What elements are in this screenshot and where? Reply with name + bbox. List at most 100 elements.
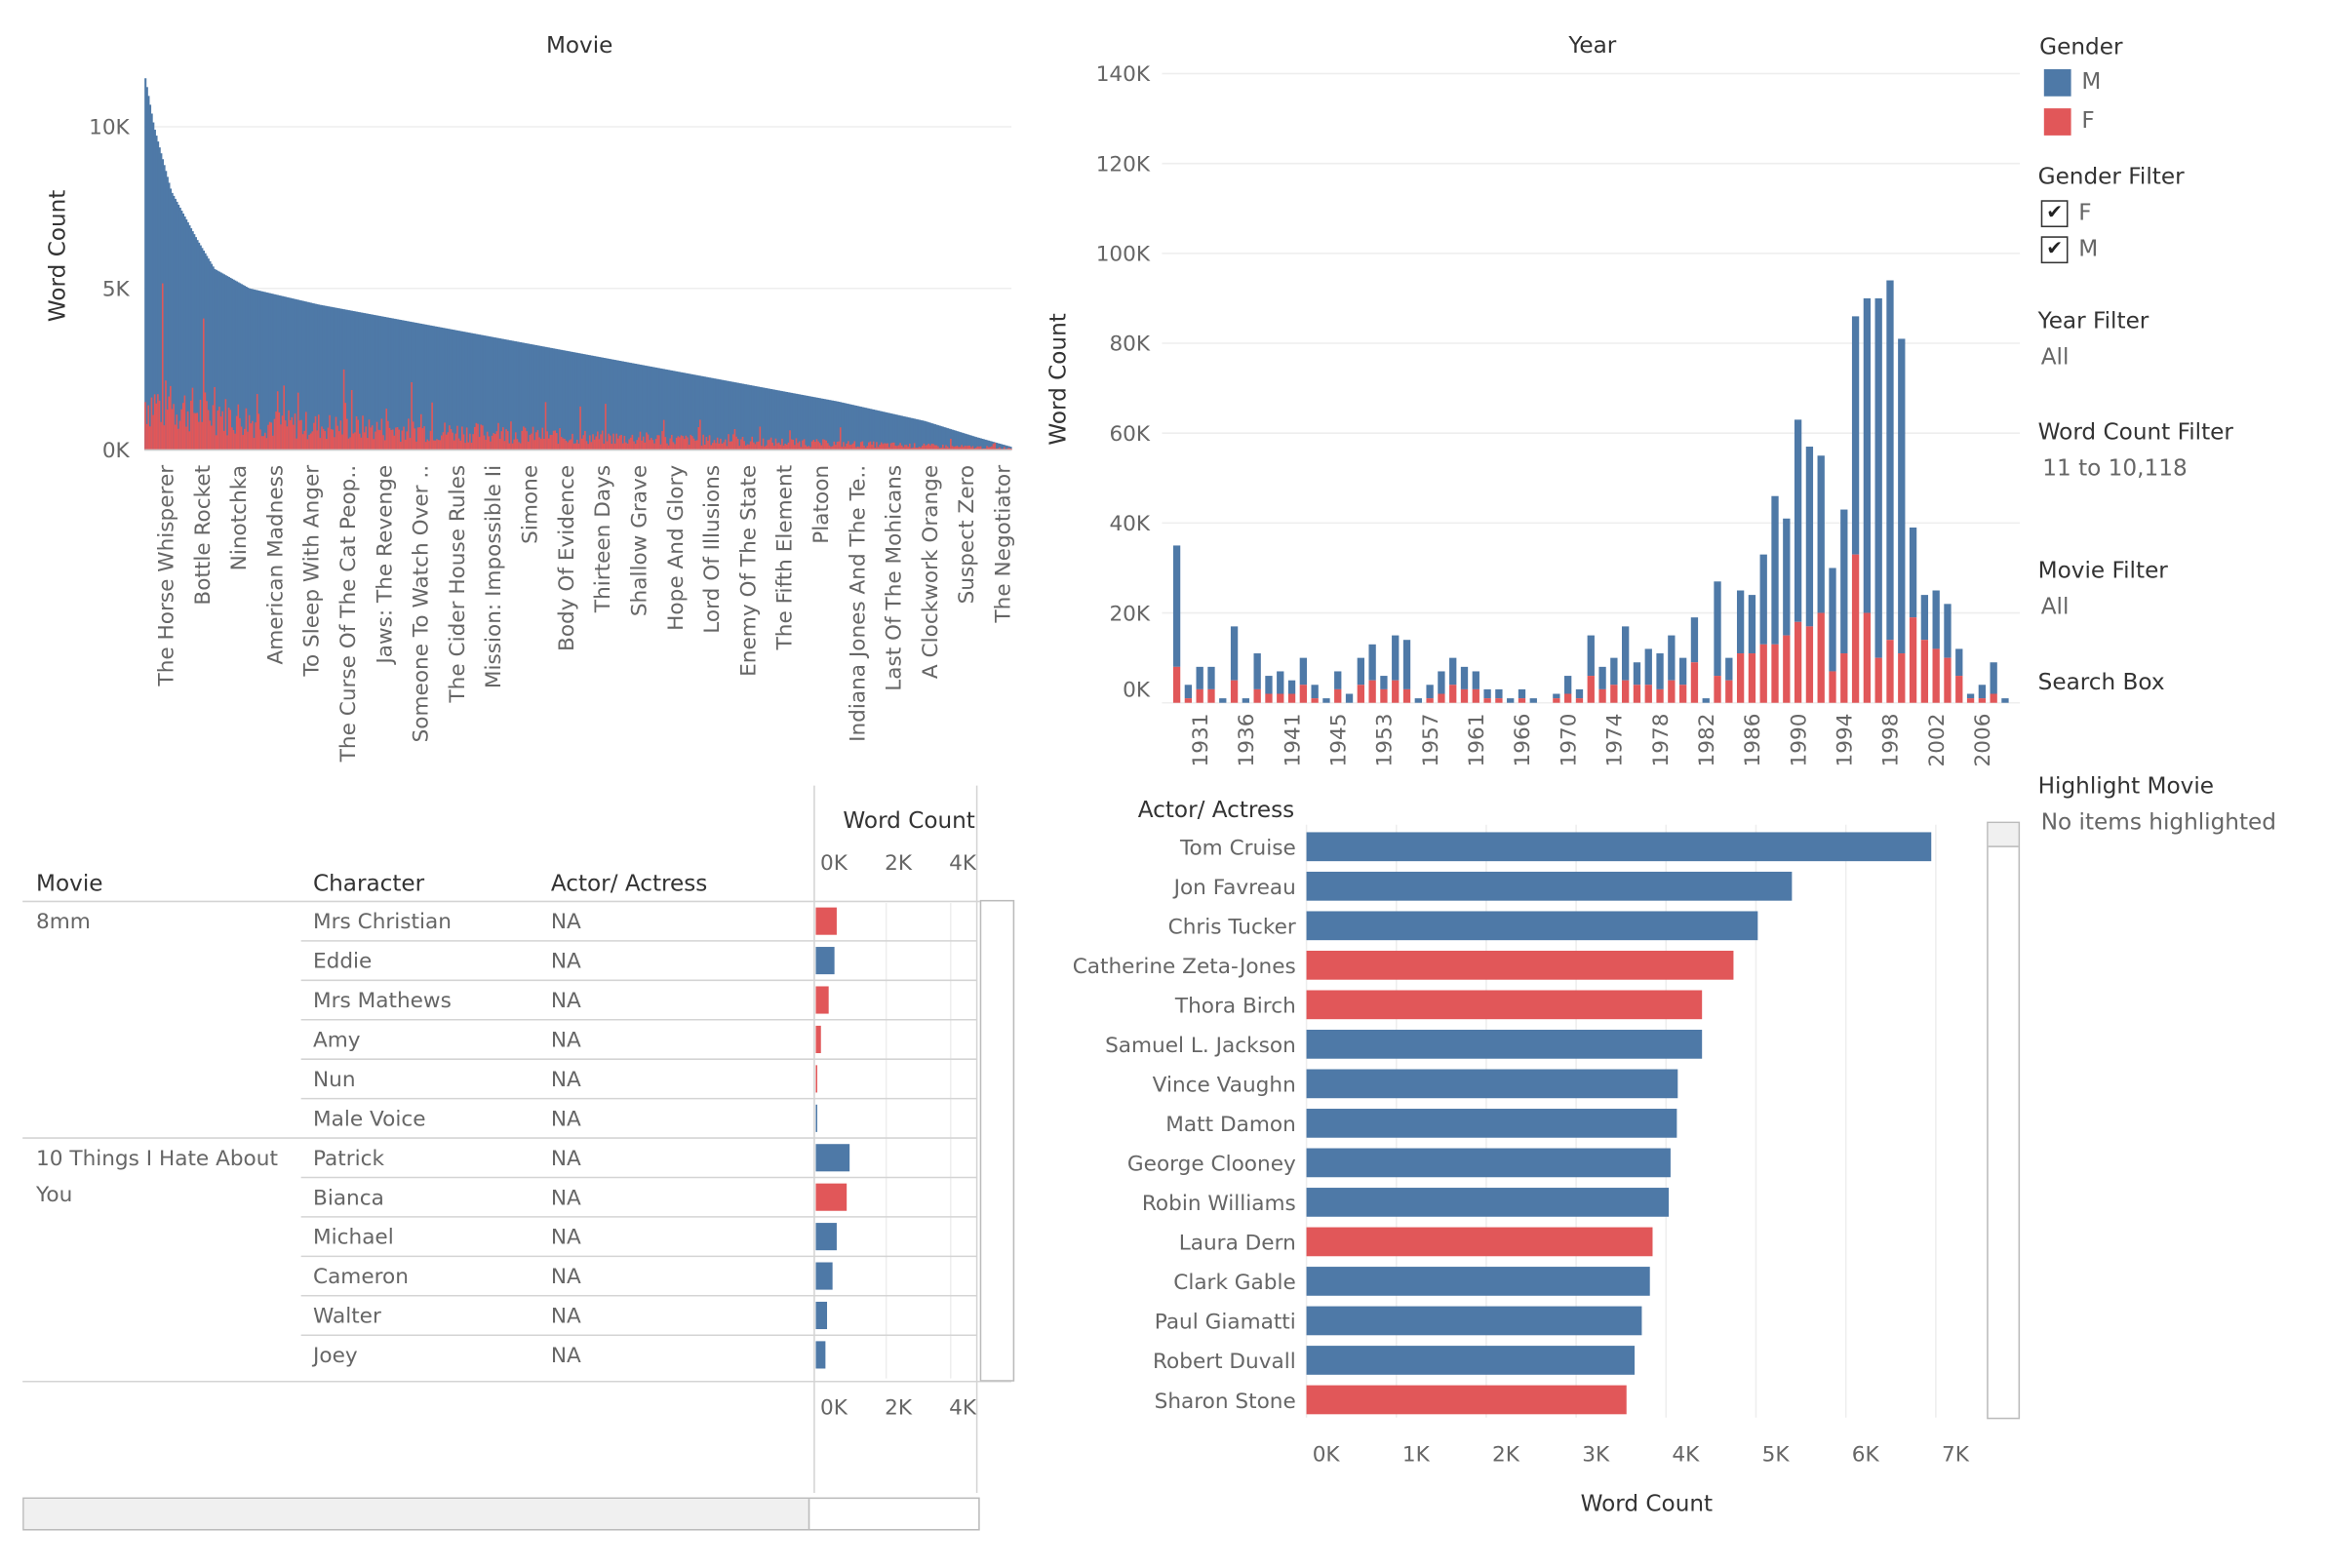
movie-bar-male[interactable] [966,434,969,451]
movie-bar-female[interactable] [286,426,289,451]
movie-bar-female[interactable] [383,440,386,451]
movie-bar-male[interactable] [705,376,708,451]
actor-bar[interactable] [1306,1069,1678,1099]
table-actor-cell[interactable]: NA [551,910,581,934]
movie-bar-male[interactable] [896,414,899,451]
movie-bar-female[interactable] [809,447,812,451]
movie-bar-male[interactable] [716,378,719,451]
movie-bar-female[interactable] [500,431,503,451]
year-bar-male[interactable] [1920,595,1929,641]
table-horizontal-scroll-thumb[interactable] [23,1499,810,1529]
movie-bar-male[interactable] [833,401,836,451]
movie-bar-male[interactable] [809,396,812,451]
movie-bar-male[interactable] [794,393,797,451]
movie-bar-female[interactable] [884,443,887,451]
movie-bar-male[interactable] [733,382,736,451]
year-bar-female[interactable] [1851,554,1860,703]
movie-bar-female[interactable] [483,435,486,451]
movie-bar-female[interactable] [488,436,491,451]
table-actor-cell[interactable]: NA [551,1344,581,1368]
movie-bar-male[interactable] [362,312,365,451]
movie-bar-female[interactable] [958,447,961,451]
movie-bar-female[interactable] [584,430,587,451]
table-actor-cell[interactable]: NA [551,1147,581,1171]
year-bar-female[interactable] [1863,612,1872,703]
movie-bar-male[interactable] [907,416,910,451]
movie-bar-male[interactable] [475,333,478,451]
movie-bar-female[interactable] [514,432,518,451]
year-bar-female[interactable] [1368,680,1376,703]
movie-bar-female[interactable] [585,441,588,451]
movie-bar-female[interactable] [838,441,841,451]
year-bar-female[interactable] [1299,685,1308,703]
movie-bar-male[interactable] [252,289,255,451]
movie-bar-male[interactable] [892,413,895,451]
movie-bar-female[interactable] [964,446,966,451]
movie-bar-female[interactable] [611,444,613,451]
movie-bar-female[interactable] [736,439,739,451]
movie-bar-female[interactable] [897,445,900,451]
movie-bar-male[interactable] [199,245,202,451]
movie-bar-male[interactable] [531,344,533,451]
movie-bar-male[interactable] [603,357,606,451]
movie-bar-male[interactable] [572,352,575,451]
movie-bar-female[interactable] [705,437,708,451]
year-bar-male[interactable] [1748,595,1756,654]
movie-bar-male[interactable] [149,104,152,451]
movie-bar-male[interactable] [970,435,973,451]
movie-bar-male[interactable] [872,409,875,451]
movie-bar-male[interactable] [257,291,260,451]
movie-bar-male[interactable] [355,311,358,451]
movie-bar-female[interactable] [656,435,659,451]
movie-bar-male[interactable] [457,331,460,451]
movie-bar-female[interactable] [404,439,407,451]
movie-bar-male[interactable] [905,416,908,451]
movie-bar-male[interactable] [899,415,902,451]
movie-bar-male[interactable] [836,401,839,451]
movie-bar-female[interactable] [833,441,836,451]
year-bar-male[interactable] [1483,688,1491,699]
movie-bar-male[interactable] [621,361,624,451]
movie-bar-male[interactable] [309,302,312,451]
actor-bar[interactable] [1306,1227,1653,1257]
year-bar-female[interactable] [1357,685,1364,703]
table-character-cell[interactable]: Patrick [313,1147,385,1171]
movie-bar-female[interactable] [533,440,536,451]
movie-bar-male[interactable] [349,310,352,451]
actor-vertical-scrollbar[interactable] [1987,821,2021,1420]
year-bar-male[interactable] [1598,666,1606,689]
movie-bar-male[interactable] [570,351,572,451]
movie-bar-male[interactable] [726,380,729,451]
table-word-count-bar[interactable] [815,907,837,935]
movie-bar-male[interactable] [744,384,748,451]
movie-bar-female[interactable] [313,422,316,451]
movie-bar-female[interactable] [732,434,735,451]
movie-bar-female[interactable] [198,421,201,451]
table-character-cell[interactable]: Nun [313,1068,356,1092]
movie-bar-male[interactable] [229,277,232,451]
movie-bar-male[interactable] [789,392,792,451]
year-bar-male[interactable] [1172,545,1181,667]
movie-bar-male[interactable] [930,423,933,451]
year-bar-male[interactable] [1978,685,1987,699]
movie-bar-female[interactable] [887,443,889,451]
movie-bar-female[interactable] [572,433,574,451]
movie-bar-male[interactable] [889,412,892,451]
movie-bar-female[interactable] [437,440,440,451]
movie-bar-male[interactable] [961,432,964,451]
movie-bar-female[interactable] [147,405,150,451]
movie-bar-male[interactable] [181,213,185,451]
movie-bar-female[interactable] [301,434,304,451]
movie-bar-female[interactable] [764,446,767,451]
movie-bar-male[interactable] [587,354,590,451]
movie-bar-female[interactable] [700,446,703,451]
year-bar-male[interactable] [1829,568,1836,672]
movie-bar-female[interactable] [570,439,572,451]
highlight-movie-value[interactable]: No items highlighted [2040,807,2277,836]
movie-bar-male[interactable] [623,361,626,451]
movie-bar-male[interactable] [562,350,565,451]
movie-bar-male[interactable] [470,333,473,451]
year-bar-female[interactable] [1909,617,1917,703]
year-bar-male[interactable] [1311,685,1319,699]
movie-bar-female[interactable] [342,369,345,451]
